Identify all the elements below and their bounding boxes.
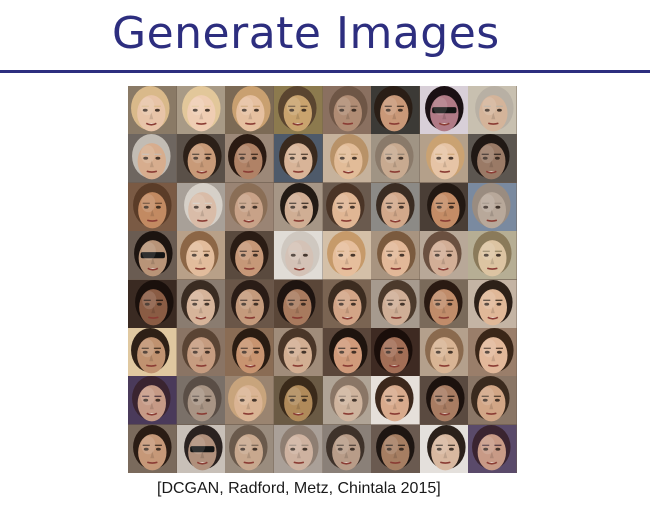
generated-face-image xyxy=(322,182,372,232)
generated-face-image xyxy=(419,279,469,328)
generated-face-image xyxy=(468,376,517,425)
generated-faces-grid xyxy=(128,86,517,473)
generated-face-image xyxy=(322,424,372,473)
generated-face-image xyxy=(176,182,226,232)
slide-title: Generate Images xyxy=(112,8,500,59)
generated-face-image xyxy=(176,327,226,377)
generated-face-image xyxy=(128,279,177,328)
generated-face-image xyxy=(419,327,469,377)
generated-face-image xyxy=(225,424,274,473)
generated-face-image xyxy=(225,279,274,328)
generated-face-image xyxy=(371,86,420,135)
generated-face-image xyxy=(273,424,323,473)
generated-face-image xyxy=(128,376,177,425)
citation: [DCGAN, Radford, Metz, Chintala 2015] xyxy=(157,480,441,497)
generated-face-image xyxy=(273,231,323,280)
generated-face-image xyxy=(128,134,177,183)
generated-face-image xyxy=(273,182,323,232)
generated-face-image xyxy=(128,231,177,280)
generated-face-image xyxy=(419,182,469,232)
generated-face-image xyxy=(273,327,323,377)
generated-face-image xyxy=(225,182,274,232)
generated-face-image xyxy=(371,231,420,280)
generated-face-image xyxy=(322,376,372,425)
generated-face-image xyxy=(273,134,323,183)
generated-face-image xyxy=(419,376,469,425)
generated-face-image xyxy=(322,327,372,377)
generated-face-image xyxy=(176,86,226,135)
generated-face-image xyxy=(176,231,226,280)
generated-face-image xyxy=(468,231,517,280)
generated-face-image xyxy=(322,279,372,328)
generated-face-image xyxy=(225,86,274,135)
title-underline xyxy=(0,70,650,73)
generated-face-image xyxy=(322,86,372,135)
generated-face-image xyxy=(225,327,274,377)
generated-face-image xyxy=(371,134,420,183)
generated-face-image xyxy=(225,231,274,280)
generated-face-image xyxy=(273,279,323,328)
generated-face-image xyxy=(225,134,274,183)
generated-face-image xyxy=(468,327,517,377)
generated-face-image xyxy=(419,231,469,280)
generated-face-image xyxy=(468,86,517,135)
generated-face-image xyxy=(176,279,226,328)
generated-face-image xyxy=(371,376,420,425)
generated-face-image xyxy=(371,424,420,473)
generated-face-image xyxy=(176,134,226,183)
generated-face-image xyxy=(176,424,226,473)
generated-face-image xyxy=(322,134,372,183)
generated-face-image xyxy=(371,327,420,377)
generated-face-image xyxy=(225,376,274,425)
generated-face-image xyxy=(322,231,372,280)
generated-face-image xyxy=(468,134,517,183)
generated-face-image xyxy=(419,134,469,183)
generated-face-image xyxy=(371,182,420,232)
generated-face-image xyxy=(128,424,177,473)
generated-face-image xyxy=(468,279,517,328)
generated-face-image xyxy=(468,424,517,473)
generated-face-image xyxy=(419,86,469,135)
generated-face-image xyxy=(371,279,420,328)
generated-face-image xyxy=(128,182,177,232)
generated-face-image xyxy=(419,424,469,473)
generated-face-image xyxy=(468,182,517,232)
generated-face-image xyxy=(273,86,323,135)
generated-face-image xyxy=(128,86,177,135)
generated-face-image xyxy=(128,327,177,377)
generated-face-image xyxy=(273,376,323,425)
generated-face-image xyxy=(176,376,226,425)
